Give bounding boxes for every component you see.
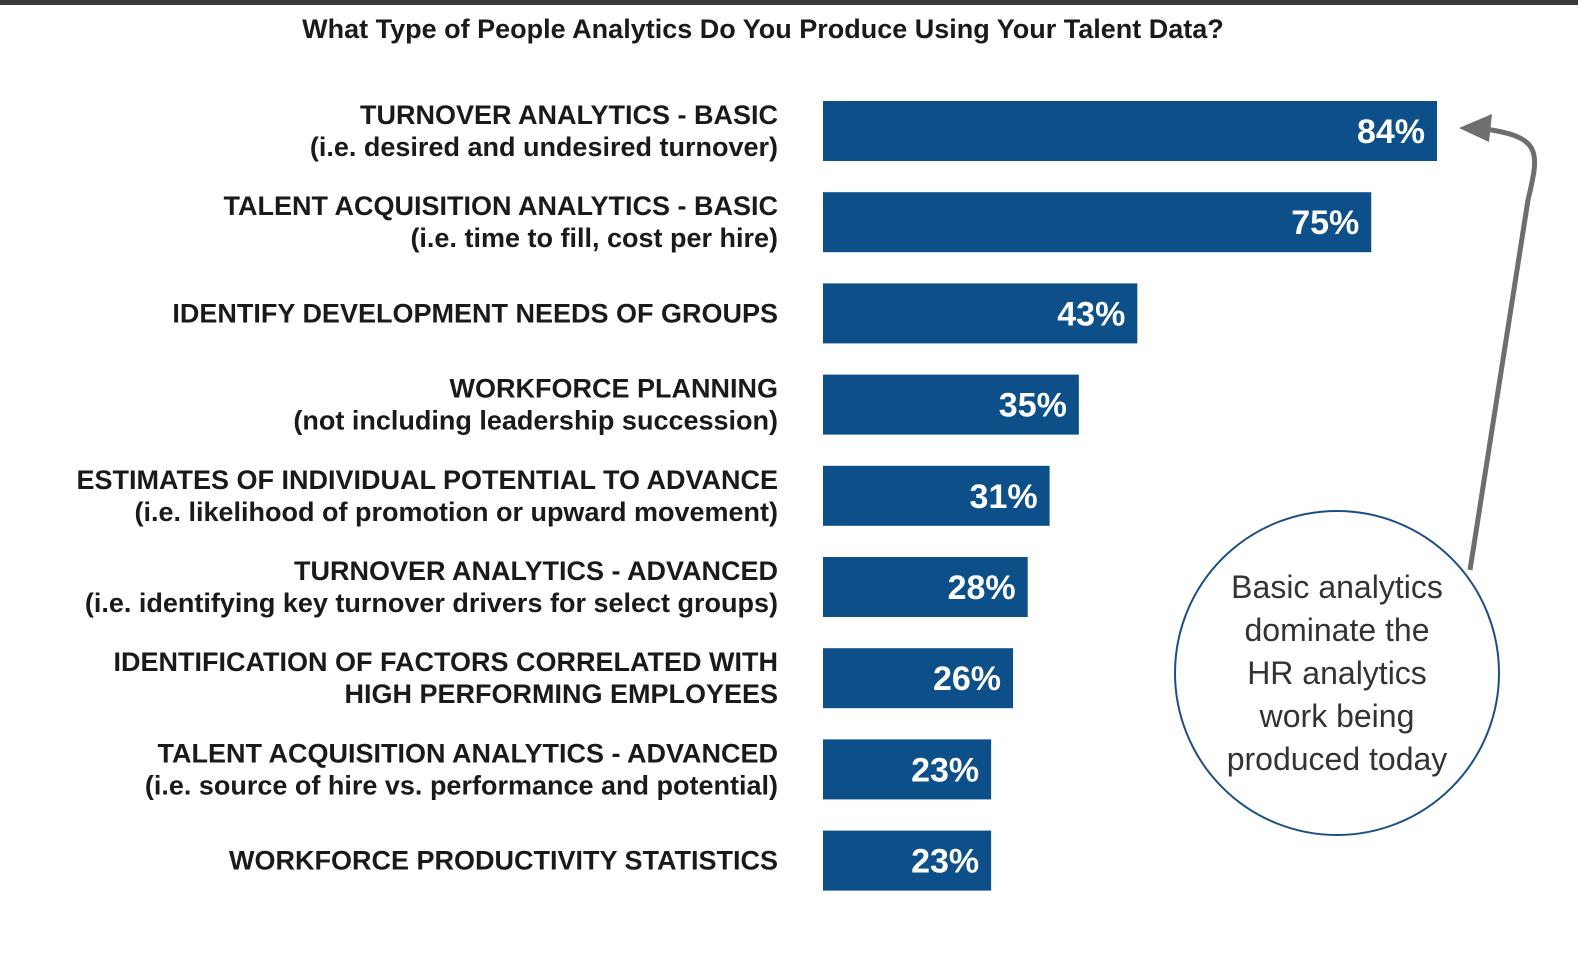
category-label: WORKFORCE PLANNING (not including leaders… <box>293 374 778 436</box>
top-rule <box>0 0 1578 5</box>
category-label-line: (i.e. desired and undesired turnover) <box>310 132 778 162</box>
category-label: IDENTIFY DEVELOPMENT NEEDS OF GROUPS <box>172 298 778 328</box>
bar-value-label: 31% <box>970 478 1038 516</box>
annotation-callout: Basic analytics dominate the HR analytic… <box>1174 510 1500 836</box>
category-label-line: TALENT ACQUISITION ANALYTICS - BASIC <box>223 191 778 221</box>
annotation-arrowhead <box>1459 114 1492 142</box>
category-label-line: WORKFORCE PLANNING <box>450 374 778 404</box>
bar <box>823 739 992 800</box>
category-label-line: TURNOVER ANALYTICS - BASIC <box>360 100 778 130</box>
bar-value-label: 43% <box>1057 295 1125 333</box>
category-label-line: IDENTIFY DEVELOPMENT NEEDS OF GROUPS <box>172 298 778 328</box>
category-label: WORKFORCE PRODUCTIVITY STATISTICS <box>229 846 778 876</box>
bar-value-label: 84% <box>1357 113 1425 151</box>
bar <box>823 192 1372 253</box>
bar <box>823 101 1438 161</box>
category-label-line: HIGH PERFORMING EMPLOYEES <box>344 679 778 709</box>
annotation-arrow <box>1467 125 1538 571</box>
category-label: TALENT ACQUISITION ANALYTICS - ADVANCED(… <box>145 738 778 800</box>
category-label: IDENTIFICATION OF FACTORS CORRELATED WIT… <box>114 647 778 709</box>
bar <box>823 374 1079 435</box>
category-label-line: IDENTIFICATION OF FACTORS CORRELATED WIT… <box>114 647 778 677</box>
category-label-line: TURNOVER ANALYTICS - ADVANCED <box>294 556 778 586</box>
bar-value-label: 26% <box>933 660 1001 698</box>
annotation-text: Basic analytics dominate the HR analytic… <box>1226 568 1448 777</box>
chart-title: What Type of People Analytics Do You Pro… <box>302 14 1224 44</box>
bar <box>823 557 1028 617</box>
category-label-line: (i.e. likelihood of promotion or upward … <box>134 497 778 527</box>
category-label-line: ESTIMATES OF INDIVIDUAL POTENTIAL TO ADV… <box>76 465 778 495</box>
bar-value-label: 28% <box>948 569 1016 607</box>
bar-value-label: 75% <box>1291 204 1359 242</box>
bar <box>823 648 1014 709</box>
category-label: TALENT ACQUISITION ANALYTICS - BASIC (i.e… <box>223 191 778 253</box>
category-label-line: WORKFORCE PRODUCTIVITY STATISTICS <box>229 846 778 876</box>
category-label-line: (not including leadership succession) <box>293 406 778 436</box>
bar <box>823 283 1138 344</box>
bar-value-label: 23% <box>911 843 979 881</box>
category-label-line: TALENT ACQUISITION ANALYTICS - ADVANCED <box>158 738 779 768</box>
bar-value-label: 23% <box>911 751 979 789</box>
category-label-line: (i.e. time to fill, cost per hire) <box>410 223 778 253</box>
category-label-line: (i.e. identifying key turnover drivers f… <box>85 588 778 618</box>
category-label-line: (i.e. source of hire vs. performance and… <box>145 770 778 800</box>
bar-value-label: 35% <box>999 387 1067 425</box>
category-label: TURNOVER ANALYTICS - BASIC (i.e. desired … <box>310 100 778 162</box>
category-label: TURNOVER ANALYTICS - ADVANCED (i.e. ident… <box>85 556 778 618</box>
bar <box>823 830 992 891</box>
bar <box>823 465 1050 526</box>
category-label: ESTIMATES OF INDIVIDUAL POTENTIAL TO ADV… <box>76 465 778 527</box>
